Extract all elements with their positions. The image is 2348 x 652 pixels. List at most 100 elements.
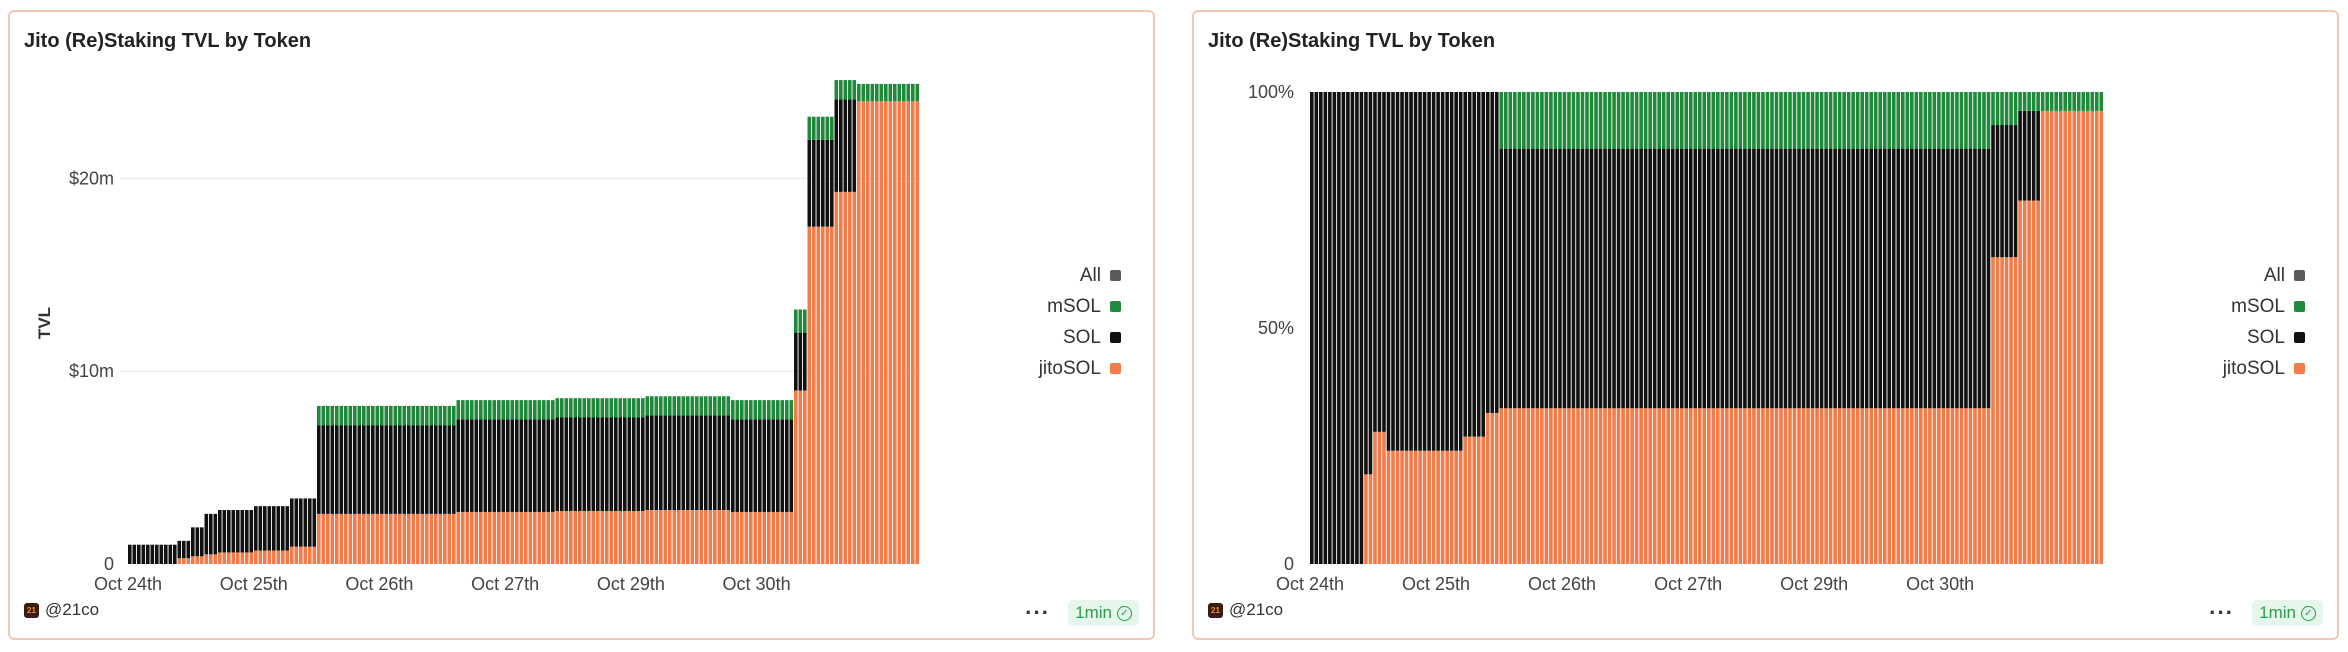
bar-segment-jitosol[interactable] <box>2099 110 2104 564</box>
bar-segment-sol[interactable] <box>794 332 798 391</box>
bar-segment-jitosol[interactable] <box>465 511 470 564</box>
bar-segment-msol[interactable] <box>434 405 438 426</box>
bar-segment-msol[interactable] <box>1842 92 1846 149</box>
bar-segment-jitosol[interactable] <box>1513 408 1517 564</box>
bar-segment-msol[interactable] <box>1576 92 1580 149</box>
bar-segment-msol[interactable] <box>875 83 879 102</box>
bar-segment-sol[interactable] <box>578 417 582 511</box>
bar-segment-msol[interactable] <box>1991 92 1995 126</box>
bar-segment-sol[interactable] <box>1332 92 1337 564</box>
bar-segment-jitosol[interactable] <box>267 550 272 565</box>
bar-segment-msol[interactable] <box>1666 92 1671 149</box>
bar-segment-msol[interactable] <box>528 400 533 420</box>
bar-segment-msol[interactable] <box>735 400 740 420</box>
bar-segment-sol[interactable] <box>564 417 569 511</box>
bar-segment-jitosol[interactable] <box>672 510 677 564</box>
bar-segment-sol[interactable] <box>312 498 317 547</box>
bar-segment-jitosol[interactable] <box>1630 408 1634 564</box>
bar-segment-sol[interactable] <box>1743 148 1747 409</box>
bar-segment-jitosol[interactable] <box>897 101 902 564</box>
bar-segment-jitosol[interactable] <box>506 511 510 564</box>
bar-segment-jitosol[interactable] <box>348 513 353 564</box>
bar-segment-msol[interactable] <box>690 396 695 416</box>
bar-segment-msol[interactable] <box>1896 92 1901 149</box>
bar-segment-msol[interactable] <box>722 396 726 416</box>
bar-segment-sol[interactable] <box>1553 148 1558 409</box>
bar-segment-jitosol[interactable] <box>1833 408 1837 564</box>
bar-segment-jitosol[interactable] <box>1684 408 1689 564</box>
bar-segment-msol[interactable] <box>2004 92 2009 126</box>
bar-segment-msol[interactable] <box>1914 92 1919 149</box>
bar-segment-jitosol[interactable] <box>915 101 920 564</box>
bar-segment-sol[interactable] <box>375 425 380 514</box>
bar-segment-jitosol[interactable] <box>1734 408 1738 564</box>
bar-segment-sol[interactable] <box>1508 148 1513 409</box>
bar-segment-msol[interactable] <box>879 83 884 102</box>
bar-segment-jitosol[interactable] <box>1467 436 1472 564</box>
bar-segment-msol[interactable] <box>362 405 366 426</box>
bar-segment-sol[interactable] <box>2027 110 2031 201</box>
bar-segment-msol[interactable] <box>330 405 335 426</box>
bar-segment-jitosol[interactable] <box>1476 436 1481 564</box>
bar-segment-msol[interactable] <box>1905 92 1910 149</box>
bar-segment-msol[interactable] <box>1878 92 1883 149</box>
bar-segment-sol[interactable] <box>762 419 767 512</box>
bar-segment-msol[interactable] <box>1499 92 1504 149</box>
bar-segment-sol[interactable] <box>1634 148 1639 409</box>
bar-segment-sol[interactable] <box>443 425 447 514</box>
bar-segment-jitosol[interactable] <box>1670 408 1675 564</box>
bar-segment-msol[interactable] <box>1765 92 1770 149</box>
bar-segment-sol[interactable] <box>1404 92 1409 451</box>
bar-segment-sol[interactable] <box>2004 125 2009 258</box>
bar-segment-sol[interactable] <box>1797 148 1801 409</box>
bar-segment-jitosol[interactable] <box>605 510 609 564</box>
bar-segment-sol[interactable] <box>1774 148 1779 409</box>
bar-segment-sol[interactable] <box>447 425 452 514</box>
bar-segment-msol[interactable] <box>1634 92 1639 149</box>
bar-segment-sol[interactable] <box>492 419 497 512</box>
bar-segment-msol[interactable] <box>1932 92 1937 149</box>
bar-segment-msol[interactable] <box>2063 92 2068 111</box>
bar-segment-jitosol[interactable] <box>488 511 492 564</box>
bar-segment-sol[interactable] <box>614 417 618 511</box>
bar-segment-jitosol[interactable] <box>1860 408 1864 564</box>
bar-segment-jitosol[interactable] <box>1458 450 1463 564</box>
bar-segment-sol[interactable] <box>213 513 218 555</box>
bar-segment-jitosol[interactable] <box>740 511 744 564</box>
bar-segment-sol[interactable] <box>744 419 749 512</box>
bar-segment-jitosol[interactable] <box>1377 431 1382 564</box>
bar-segment-sol[interactable] <box>699 415 704 511</box>
bar-segment-jitosol[interactable] <box>519 511 524 564</box>
bar-segment-sol[interactable] <box>483 419 488 512</box>
bar-segment-msol[interactable] <box>2054 92 2058 111</box>
bar-segment-jitosol[interactable] <box>2004 257 2009 564</box>
bar-segment-jitosol[interactable] <box>1531 408 1535 564</box>
more-options-icon[interactable]: ··· <box>1025 600 1051 625</box>
bar-segment-sol[interactable] <box>1711 148 1716 409</box>
bar-segment-msol[interactable] <box>1815 92 1819 149</box>
bar-segment-msol[interactable] <box>1639 92 1643 149</box>
bar-segment-jitosol[interactable] <box>177 558 182 564</box>
bar-segment-jitosol[interactable] <box>528 511 533 564</box>
bar-segment-sol[interactable] <box>402 425 407 514</box>
bar-segment-sol[interactable] <box>1928 148 1932 409</box>
bar-segment-jitosol[interactable] <box>1756 408 1761 564</box>
bar-segment-sol[interactable] <box>587 417 591 511</box>
bar-segment-sol[interactable] <box>1747 148 1752 409</box>
bar-segment-sol[interactable] <box>1395 92 1400 451</box>
bar-segment-msol[interactable] <box>344 405 348 426</box>
bar-segment-sol[interactable] <box>1562 148 1567 409</box>
bar-segment-sol[interactable] <box>641 417 645 511</box>
bar-segment-jitosol[interactable] <box>569 510 573 564</box>
bar-segment-msol[interactable] <box>1806 92 1810 149</box>
bar-segment-msol[interactable] <box>1797 92 1801 149</box>
bar-segment-msol[interactable] <box>510 400 515 420</box>
bar-segment-msol[interactable] <box>857 83 861 102</box>
bar-segment-sol[interactable] <box>1314 92 1319 564</box>
bar-segment-jitosol[interactable] <box>393 513 398 564</box>
bar-segment-sol[interactable] <box>1567 148 1571 409</box>
bar-segment-msol[interactable] <box>551 400 555 420</box>
bar-segment-msol[interactable] <box>587 398 591 418</box>
bar-segment-msol[interactable] <box>870 83 875 102</box>
bar-segment-sol[interactable] <box>686 415 690 511</box>
